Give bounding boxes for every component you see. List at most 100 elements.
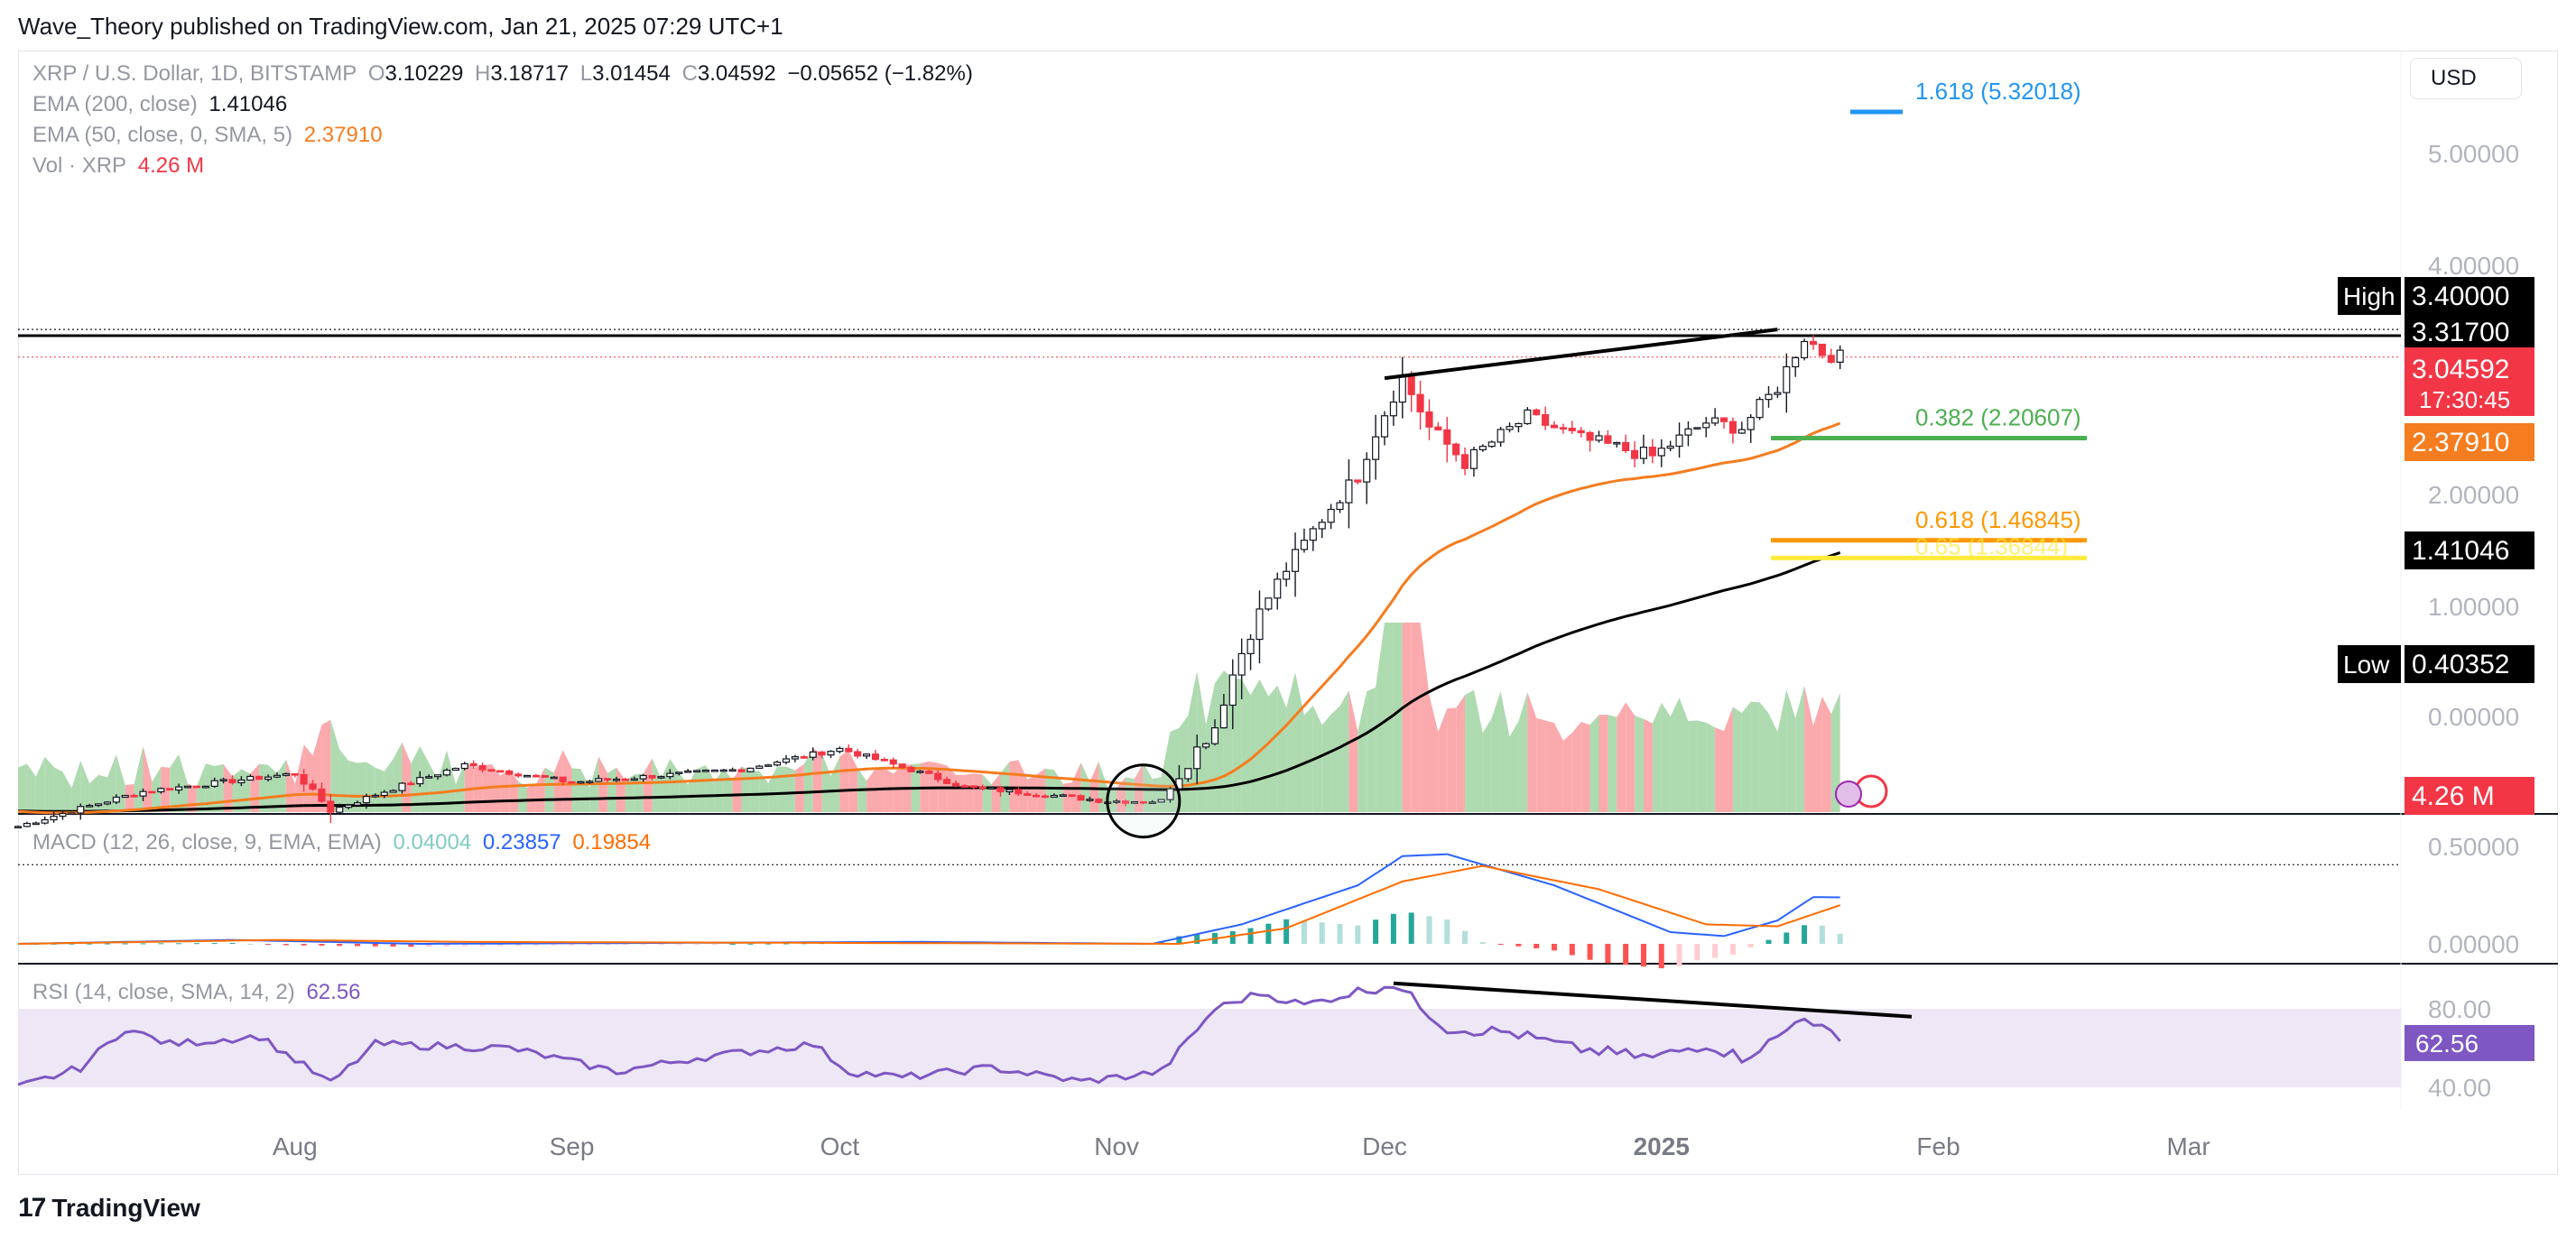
candle-body (621, 778, 629, 781)
volume-area (1768, 713, 1778, 812)
candle-body (612, 778, 621, 781)
candle-body (1639, 447, 1648, 459)
candle-body (371, 794, 379, 798)
candle-body (639, 774, 647, 780)
volume-area (535, 767, 545, 812)
volume-area (500, 770, 510, 812)
tradingview-logo[interactable]: 17 TradingView (18, 1193, 200, 1224)
candle-body (1309, 528, 1317, 541)
candle-body (1487, 441, 1496, 448)
macd-histogram-bar (729, 944, 736, 945)
volume-area (1697, 720, 1707, 812)
candle-body (880, 758, 888, 762)
candle-body (1506, 426, 1514, 430)
volume-area (714, 769, 724, 812)
volume-area (786, 766, 795, 812)
time-axis-tick: Feb (1916, 1132, 1960, 1160)
macd-axis-tick: 0.50000 (2428, 833, 2519, 861)
candle-body (657, 776, 665, 779)
candle-body (1050, 794, 1058, 799)
macd-histogram-bar (229, 943, 236, 945)
candle-body (1210, 727, 1219, 744)
volume-area (527, 784, 536, 812)
candle-body (291, 772, 299, 776)
volume-legend: Vol · XRP 4.26 M (32, 153, 209, 179)
fib-level-label: 0.382 (2.20607) (1915, 404, 2081, 431)
candle-body (1604, 435, 1612, 444)
candle-body (228, 779, 236, 784)
candle-body (836, 747, 844, 753)
macd-histogram-bar (1605, 944, 1611, 964)
close-value: 3.04592 (697, 61, 776, 86)
ema50-price-tag-bg (2405, 423, 2534, 461)
candle-body (264, 776, 273, 781)
ema50-legend: EMA (50, close, 0, SMA, 5) 2.37910 (32, 123, 388, 148)
candle-body (175, 786, 183, 791)
candle-body (1041, 795, 1050, 799)
rsi-value-tag-bg (2405, 1024, 2534, 1061)
candle-body (219, 779, 227, 782)
ema200-value: 1.41046 (208, 92, 288, 116)
volume-area (759, 771, 769, 812)
volume-area (1598, 715, 1608, 812)
volume-area (232, 769, 242, 812)
candle-body (630, 778, 638, 781)
candle-body (1068, 794, 1076, 798)
macd-line (17, 853, 1840, 946)
macd-histogram-bar (479, 944, 486, 947)
candle-body (1407, 375, 1415, 395)
volume-area (1644, 718, 1653, 812)
ema200-label: EMA (200, close) (32, 92, 198, 116)
volume-area (285, 759, 295, 812)
price-axis-tick: 1.00000 (2428, 593, 2519, 621)
candle-body (478, 764, 486, 771)
ema50-value: 2.37910 (303, 123, 383, 147)
volume-area (330, 719, 340, 812)
macd-histogram-bar (1676, 944, 1682, 966)
volume-area (794, 763, 804, 812)
price-axis-tick: 4.00000 (2428, 252, 2519, 280)
macd-histogram-bar (783, 943, 790, 945)
candle-body (23, 822, 31, 827)
volume-area (839, 750, 849, 812)
rsi-value: 62.56 (306, 980, 361, 1004)
macd-histogram-bar (319, 944, 325, 947)
volume-area (1661, 702, 1671, 812)
macd-histogram-bar (1515, 944, 1522, 947)
volume-area (741, 766, 751, 812)
volume-area (697, 765, 706, 812)
low-value: 3.01454 (592, 61, 671, 86)
volume-area (1295, 672, 1304, 812)
candle-body (130, 794, 138, 798)
candle-body (1818, 343, 1826, 356)
macd-histogram-bar (193, 943, 199, 945)
candle-body (1291, 549, 1300, 572)
candle-body (1774, 392, 1782, 395)
candle-body (1246, 638, 1255, 654)
candle-body (469, 762, 477, 767)
candle-body (1121, 800, 1130, 804)
volume-area (982, 774, 992, 812)
volume-area (214, 763, 224, 812)
volume-area (1759, 702, 1769, 812)
candle-body (782, 758, 791, 763)
macd-histogram-bar (1765, 939, 1772, 944)
candle-body (1452, 443, 1460, 456)
candle-body (1265, 597, 1273, 610)
price-trendline (1384, 328, 1778, 381)
currency-selector-button[interactable]: USD (2410, 58, 2522, 99)
candle-body (407, 782, 415, 786)
macd-signal-line (17, 864, 1841, 945)
candle-body (1202, 743, 1210, 748)
macd-histogram-bar (426, 944, 432, 947)
candle-body (103, 801, 112, 805)
candle-body (1719, 417, 1728, 422)
macd-histogram-bar (158, 943, 164, 945)
volume-area (1750, 701, 1760, 812)
candle-body (1372, 436, 1380, 460)
macd-histogram-bar (1390, 913, 1396, 944)
macd-histogram-bar (372, 944, 378, 947)
low-label: L (579, 61, 593, 86)
candle-body (951, 782, 960, 787)
